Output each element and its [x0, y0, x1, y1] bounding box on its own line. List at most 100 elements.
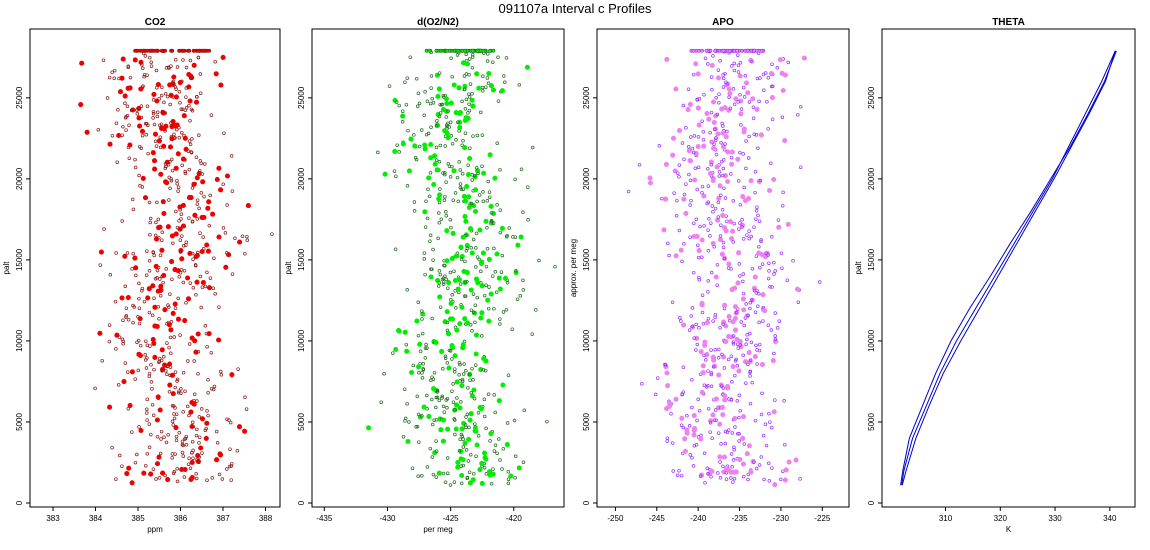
data-point [144, 273, 149, 278]
data-point [768, 420, 772, 424]
data-point [753, 310, 758, 314]
data-point [434, 158, 439, 162]
data-point [405, 184, 410, 188]
data-point [772, 260, 776, 265]
data-point [716, 372, 722, 378]
data-point [434, 124, 439, 128]
data-point [493, 410, 497, 415]
data-point [137, 425, 141, 429]
data-point [382, 371, 386, 376]
data-point [431, 247, 435, 252]
data-point [434, 72, 440, 78]
data-point [221, 226, 226, 230]
data-point [147, 259, 152, 263]
data-point [191, 424, 195, 429]
data-point [496, 398, 502, 404]
data-point [700, 363, 706, 369]
data-point [450, 293, 454, 297]
data-point [436, 470, 442, 476]
data-point [128, 75, 133, 80]
data-point [185, 404, 190, 409]
data-point [418, 349, 423, 354]
data-point [441, 367, 445, 371]
data-point [235, 449, 240, 453]
data-point [729, 236, 735, 242]
data-point [448, 100, 454, 106]
data-point [141, 470, 147, 476]
data-point [107, 323, 112, 327]
data-point [179, 256, 185, 262]
data-point [236, 424, 243, 430]
data-point [163, 91, 168, 96]
data-point [466, 163, 470, 167]
data-point [411, 363, 416, 368]
data-point [223, 264, 229, 270]
data-point [732, 102, 737, 107]
data-point [198, 159, 203, 163]
data-point [155, 81, 161, 88]
data-point [142, 299, 147, 304]
data-point [175, 377, 180, 382]
data-point [459, 426, 465, 432]
data-point [428, 274, 434, 280]
data-point [230, 189, 235, 193]
data-point [796, 112, 800, 117]
data-point [155, 268, 160, 273]
data-point [180, 130, 184, 135]
data-point [143, 121, 148, 126]
data-point [450, 230, 456, 236]
y-tick-label: 0 [867, 500, 876, 505]
data-point [486, 256, 492, 262]
data-point [204, 242, 210, 248]
data-point [162, 100, 166, 105]
data-point [186, 462, 191, 466]
data-point [453, 408, 457, 412]
data-point [777, 57, 783, 63]
x-tick-label: 383 [46, 514, 60, 523]
data-point [746, 350, 752, 356]
data-point [463, 280, 468, 285]
data-point [395, 143, 399, 147]
data-point [682, 157, 686, 162]
data-point [212, 256, 216, 260]
data-point [522, 408, 527, 413]
data-point [412, 209, 417, 213]
data-point [152, 367, 156, 372]
data-point [107, 339, 112, 344]
data-point [451, 400, 456, 404]
data-point [149, 380, 154, 384]
data-point [417, 341, 423, 347]
data-point [440, 102, 444, 107]
data-point [181, 454, 186, 458]
data-point [740, 296, 746, 302]
data-point [240, 234, 245, 239]
data-point [666, 241, 670, 246]
data-point [748, 301, 753, 305]
data-point [665, 439, 669, 443]
data-point [145, 356, 149, 360]
data-point [449, 298, 453, 302]
data-point [491, 467, 495, 471]
data-point [691, 233, 697, 240]
data-point [198, 91, 203, 95]
data-point [211, 387, 216, 392]
data-point [175, 65, 180, 69]
data-point [422, 113, 426, 118]
x-tick-label: -250 [607, 514, 624, 523]
data-point [750, 266, 755, 271]
data-point [534, 308, 538, 312]
data-point [773, 334, 777, 338]
data-point [679, 319, 683, 323]
data-point [440, 438, 446, 444]
data-point [137, 306, 142, 310]
data-point [140, 286, 145, 291]
data-point [107, 141, 113, 147]
data-point [207, 48, 212, 53]
data-point [457, 405, 463, 411]
data-point [721, 73, 725, 77]
data-point [717, 100, 721, 105]
data-point [704, 110, 710, 116]
data-point [112, 76, 116, 81]
x-tick-label: -240 [690, 514, 707, 523]
data-point [433, 339, 439, 346]
